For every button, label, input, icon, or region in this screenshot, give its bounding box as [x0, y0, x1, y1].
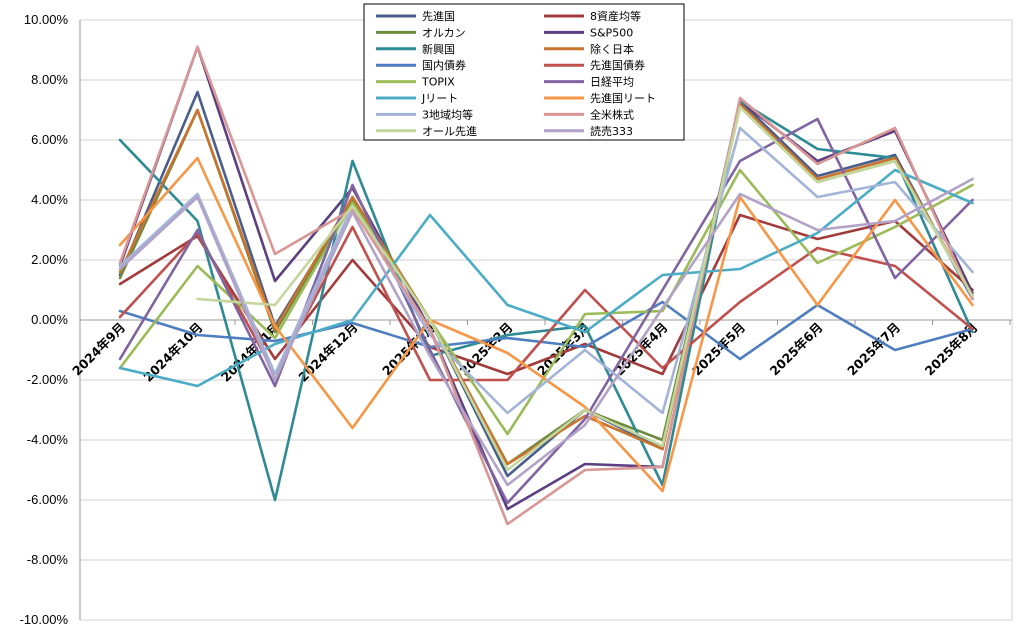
y-tick-label: -4.00% — [27, 432, 69, 447]
legend-label: 除く日本 — [590, 42, 634, 56]
y-tick-label: -10.00% — [20, 612, 69, 627]
legend-label: 3地域均等 — [422, 107, 473, 121]
series-line-14 — [118, 45, 974, 526]
legend-label: Jリート — [421, 92, 458, 105]
y-tick-label: 10.00% — [24, 12, 69, 27]
legend-label: 全米株式 — [590, 107, 634, 121]
series-line-9 — [118, 168, 974, 436]
x-tick-label: 2025年6月 — [767, 320, 826, 379]
y-tick-label: -6.00% — [27, 492, 69, 507]
y-tick-label: 6.00% — [31, 132, 68, 147]
series-line-3 — [118, 105, 974, 466]
legend-label: 先進国 — [422, 10, 455, 23]
y-tick-label: -8.00% — [27, 552, 69, 567]
legend-label: 国内債券 — [422, 58, 466, 72]
series-line-4 — [118, 45, 974, 511]
series-line-6 — [118, 102, 974, 466]
y-tick-label: 8.00% — [31, 72, 68, 87]
legend-label: 新興国 — [422, 42, 455, 56]
legend-label: S&P500 — [590, 26, 633, 39]
legend-label: 読売333 — [590, 124, 633, 138]
legend-label: 8資産均等 — [590, 9, 641, 23]
legend-label: 先進国債券 — [590, 58, 645, 72]
legend-label: 日経平均 — [590, 76, 634, 89]
series-lines — [118, 45, 974, 526]
y-tick-label: -2.00% — [27, 372, 69, 387]
series-line-16 — [118, 177, 974, 487]
y-tick-label: 4.00% — [31, 192, 68, 207]
legend-label: オルカン — [422, 26, 466, 39]
series-line-10 — [118, 117, 974, 505]
legend-label: 先進国リート — [590, 92, 656, 105]
series-line-2 — [118, 213, 974, 376]
y-tick-label: 0.00% — [31, 312, 68, 327]
series-line-13 — [118, 126, 974, 415]
legend-label: オール先進 — [422, 125, 477, 138]
series-line-15 — [196, 105, 974, 472]
y-tick-label: 2.00% — [31, 252, 68, 267]
series-line-1 — [118, 90, 974, 478]
legend-box — [363, 3, 685, 141]
x-tick-label: 2024年9月 — [69, 320, 128, 379]
series-line-7 — [118, 300, 974, 361]
legend-label: TOPIX — [421, 76, 455, 89]
series-line-5 — [118, 99, 974, 502]
